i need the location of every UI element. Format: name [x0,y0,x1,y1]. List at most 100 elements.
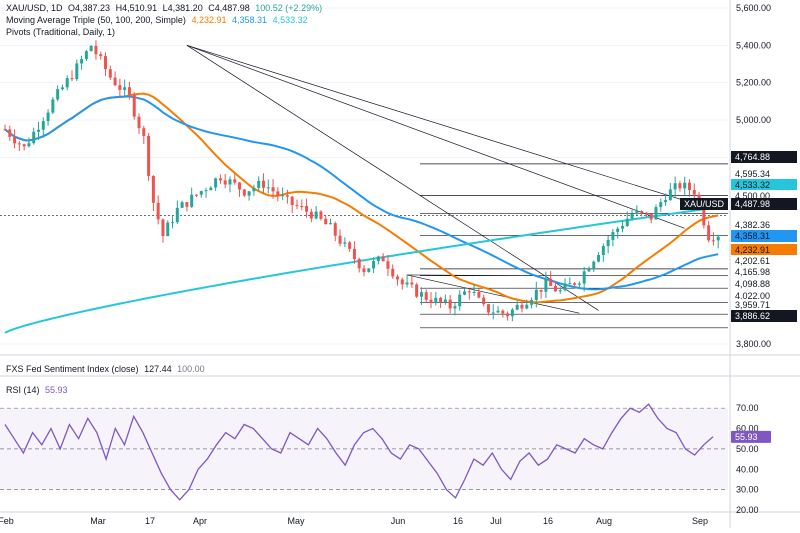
candle-body [357,259,361,269]
candle-body [137,116,141,129]
candle-body [620,226,624,229]
candle [515,300,519,311]
candle-body [175,207,179,223]
time-axis-label: 16 [453,516,463,526]
candle-body [242,189,246,196]
pivots-legend: Pivots (Traditional, Daily, 1) [6,27,115,38]
candle [463,288,467,296]
candle [37,121,41,140]
rsi-tick-label: 60.00 [736,424,759,434]
time-axis-label: Sep [692,516,708,526]
candle [32,127,36,145]
price-tag: 3,886.62 [731,310,797,322]
candle [443,294,447,305]
candle-body [295,205,299,207]
candle-body [281,195,285,197]
price-tag: 3,959.71 [731,299,797,311]
candle-body [127,87,131,95]
pivot-levels [0,163,728,329]
candle-body [80,59,84,64]
price-tag-bg [680,198,728,210]
candle [99,51,103,60]
candle-body [118,85,122,90]
candle [156,195,160,225]
candle-body [649,213,653,220]
candle [654,204,658,220]
candle-body [290,196,294,206]
price-tick-label: 5,000.00 [736,115,771,125]
candle [281,187,285,201]
candle-body [424,292,428,300]
candle-body [333,223,337,236]
trendline [186,45,685,229]
candle [534,281,538,308]
candle-body [194,194,198,196]
candle-body [56,89,60,100]
candle [486,303,490,316]
candle [151,175,155,212]
candle-body [568,283,572,285]
candle-body [261,180,265,188]
symbol-label: XAU/USD, 1D [6,3,63,13]
candle [683,176,687,196]
candle-body [362,268,366,273]
time-axis-label: Jun [391,516,406,526]
candle-body [257,180,261,188]
candle-body [477,292,481,298]
candle-body [233,179,237,183]
candle-body [41,121,45,130]
candle-body [558,290,562,292]
candle [41,117,45,138]
rsi-tick-label: 30.00 [736,485,759,495]
price-tag: 4,764.88 [731,151,797,163]
candle-body [65,78,69,88]
time-axis-label: Jul [490,516,502,526]
candle-body [27,143,31,147]
sentiment-label: FXS Fed Sentiment Index (close) [6,364,139,374]
trendline [186,44,714,210]
price-tag-text: 4,022.00 [735,291,770,301]
candle-body [75,63,79,80]
candle [348,240,352,252]
candle-body [372,261,376,269]
candle-body [51,99,55,113]
candle-body [223,180,227,185]
price-tag-bg [731,310,797,322]
price-tag-bg [731,179,797,191]
candle [549,271,553,287]
candle [180,200,184,209]
price-tag-text: 4,358.31 [735,231,770,241]
candle-body [587,269,591,272]
candle [27,137,31,148]
candle [692,183,696,200]
candle [716,234,720,249]
price-tag: 4,098.88 [731,278,797,290]
candle-body [209,187,213,191]
candle-body [472,292,476,294]
price-tag: 4,232.91 [731,244,797,256]
ma200-value: 4,533.32 [272,15,308,25]
candle [3,124,7,131]
trendline [407,274,580,314]
rsi-line [4,403,714,501]
price-tag: XAU/USD [680,198,728,210]
price-tag-bg [731,244,797,256]
candle-body [673,183,677,190]
candle [678,180,682,192]
candle-body [429,299,433,304]
candle-body [104,56,108,70]
candle-body [525,304,529,309]
candle-body [520,304,524,309]
candle [333,221,337,242]
rsi-panel [0,403,728,501]
candle-body [654,207,658,220]
candle [367,268,371,273]
candle-body [692,190,696,195]
candle [620,220,624,233]
candle-body [400,279,404,285]
candle-body [410,282,414,285]
trendlines [186,44,714,314]
candle [635,205,639,216]
